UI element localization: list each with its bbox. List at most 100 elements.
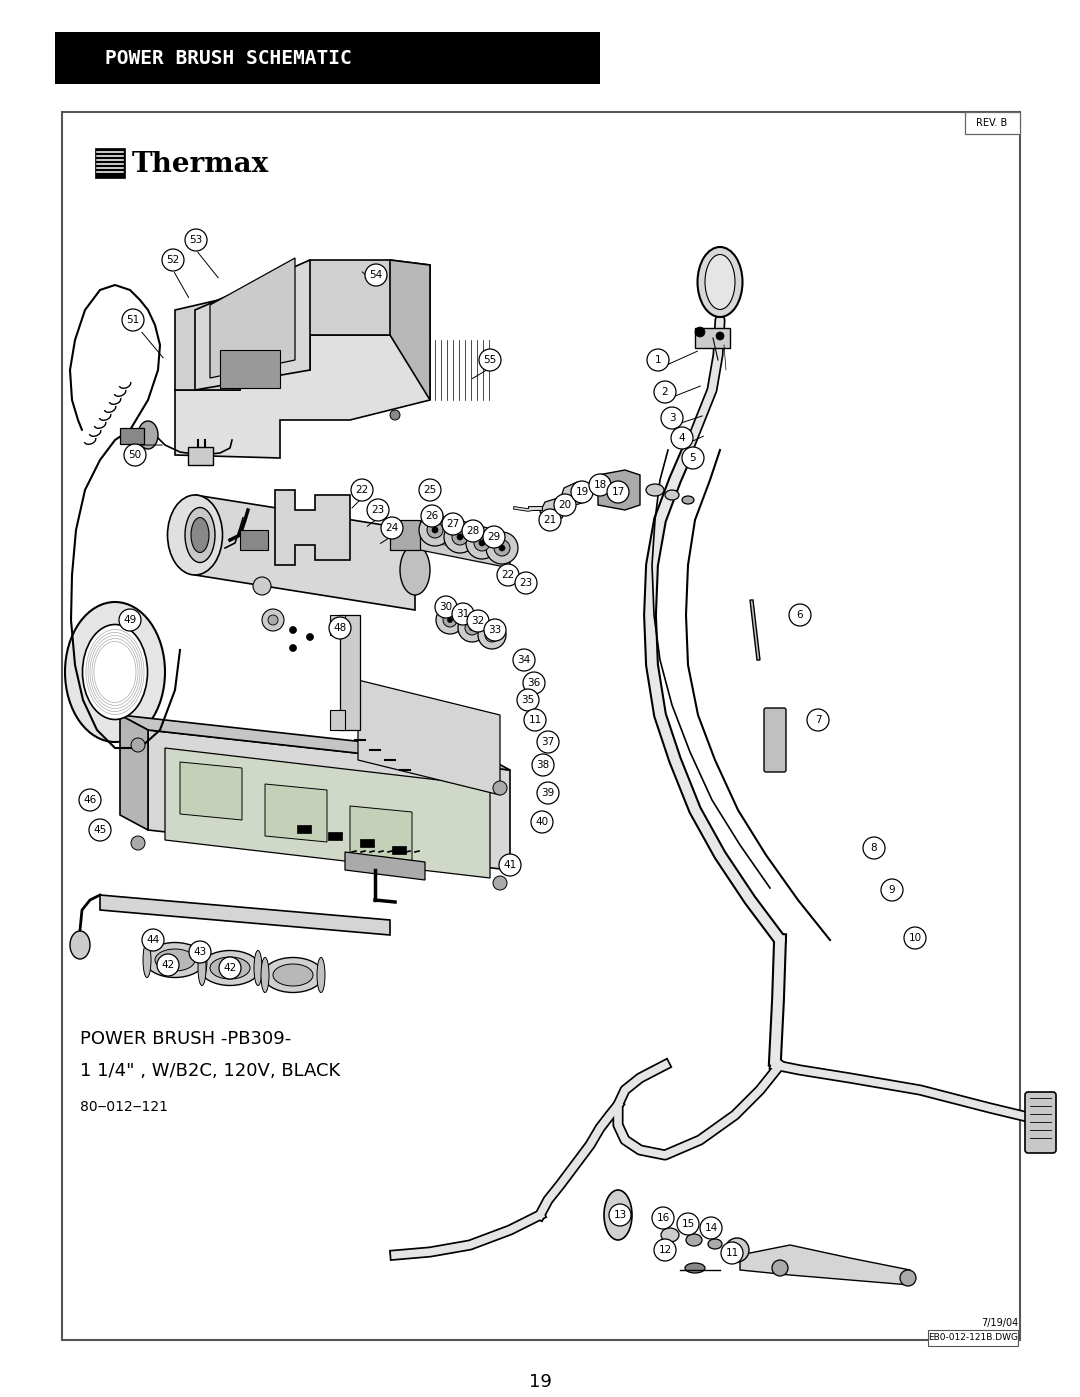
Text: 54: 54	[369, 270, 382, 279]
Ellipse shape	[210, 957, 249, 979]
Circle shape	[89, 819, 111, 841]
Text: 37: 37	[541, 738, 555, 747]
Text: 53: 53	[189, 235, 203, 244]
Circle shape	[571, 481, 593, 503]
Circle shape	[499, 854, 521, 876]
Ellipse shape	[686, 1234, 702, 1246]
Bar	[297, 826, 311, 833]
Circle shape	[329, 617, 351, 638]
Circle shape	[492, 876, 507, 890]
Bar	[330, 615, 345, 636]
Circle shape	[881, 879, 903, 901]
Polygon shape	[357, 680, 500, 795]
Ellipse shape	[661, 1228, 679, 1242]
Bar	[360, 840, 374, 847]
Ellipse shape	[400, 545, 430, 595]
Circle shape	[474, 535, 490, 550]
FancyBboxPatch shape	[764, 708, 786, 773]
Text: 11: 11	[528, 715, 542, 725]
Ellipse shape	[254, 950, 262, 985]
Circle shape	[607, 481, 629, 503]
Ellipse shape	[708, 1239, 723, 1249]
Ellipse shape	[685, 1263, 705, 1273]
Text: 19: 19	[528, 1373, 552, 1391]
Circle shape	[289, 626, 297, 633]
Circle shape	[647, 349, 669, 372]
Circle shape	[900, 1270, 916, 1287]
Circle shape	[390, 409, 400, 420]
Circle shape	[807, 710, 829, 731]
Circle shape	[367, 499, 389, 521]
Circle shape	[497, 564, 519, 585]
Bar	[696, 328, 730, 348]
Circle shape	[531, 812, 553, 833]
Text: 1 1/4" , W/B2C, 120V, BLACK: 1 1/4" , W/B2C, 120V, BLACK	[80, 1062, 340, 1080]
Circle shape	[465, 622, 480, 636]
Circle shape	[462, 520, 484, 542]
Text: 18: 18	[593, 481, 607, 490]
Text: 12: 12	[659, 1245, 672, 1255]
Polygon shape	[180, 761, 242, 820]
Bar	[928, 1330, 1018, 1345]
Text: 22: 22	[501, 570, 515, 580]
Text: 5: 5	[690, 453, 697, 462]
Bar	[328, 833, 342, 840]
Circle shape	[381, 517, 403, 539]
Circle shape	[523, 672, 545, 694]
Text: 19: 19	[576, 488, 589, 497]
Text: 41: 41	[503, 861, 516, 870]
Text: 48: 48	[334, 623, 347, 633]
Text: 25: 25	[423, 485, 436, 495]
Circle shape	[772, 1260, 788, 1275]
Text: 13: 13	[613, 1210, 626, 1220]
Circle shape	[453, 604, 474, 624]
Polygon shape	[148, 731, 510, 870]
FancyBboxPatch shape	[1025, 1092, 1056, 1153]
Circle shape	[517, 689, 539, 711]
Text: 42: 42	[224, 963, 237, 972]
Text: 21: 21	[543, 515, 556, 525]
Text: 23: 23	[519, 578, 532, 588]
Circle shape	[119, 609, 141, 631]
Circle shape	[253, 577, 271, 595]
Circle shape	[470, 626, 474, 630]
Text: 36: 36	[527, 678, 541, 687]
Text: POWER BRUSH SCHEMATIC: POWER BRUSH SCHEMATIC	[105, 49, 352, 68]
Circle shape	[484, 619, 507, 641]
Circle shape	[307, 633, 313, 640]
Circle shape	[696, 327, 705, 337]
Circle shape	[489, 633, 495, 637]
Ellipse shape	[698, 247, 743, 317]
Circle shape	[122, 309, 144, 331]
Text: 11: 11	[726, 1248, 739, 1259]
Circle shape	[863, 837, 885, 859]
Text: 34: 34	[517, 655, 530, 665]
Circle shape	[268, 615, 278, 624]
Text: 4: 4	[678, 433, 686, 443]
Circle shape	[162, 249, 184, 271]
Text: 32: 32	[471, 616, 485, 626]
Circle shape	[365, 264, 387, 286]
Circle shape	[721, 1242, 743, 1264]
Text: 43: 43	[193, 947, 206, 957]
Ellipse shape	[156, 949, 195, 971]
Ellipse shape	[138, 420, 158, 448]
Ellipse shape	[65, 602, 165, 742]
Circle shape	[419, 514, 451, 546]
Text: 3: 3	[669, 414, 675, 423]
Polygon shape	[426, 520, 510, 562]
Ellipse shape	[681, 496, 694, 504]
Text: 15: 15	[681, 1220, 694, 1229]
Polygon shape	[390, 260, 430, 400]
Circle shape	[494, 541, 510, 556]
Polygon shape	[210, 258, 295, 379]
Polygon shape	[265, 784, 327, 842]
Circle shape	[652, 1207, 674, 1229]
Polygon shape	[220, 351, 280, 388]
Bar	[340, 615, 360, 731]
Bar	[120, 427, 144, 444]
Polygon shape	[195, 260, 310, 390]
Text: 31: 31	[457, 609, 470, 619]
Text: 46: 46	[83, 795, 96, 805]
Ellipse shape	[261, 957, 269, 992]
